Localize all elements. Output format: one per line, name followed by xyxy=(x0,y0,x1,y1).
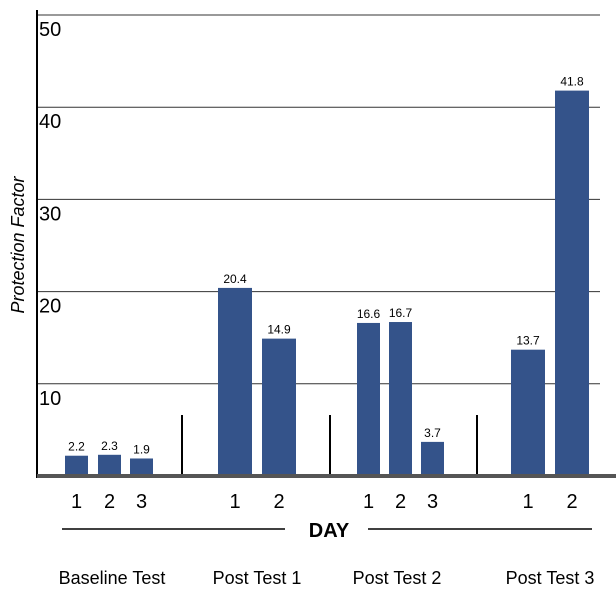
bar-3-3 xyxy=(421,441,444,476)
day-tick-label: 1 xyxy=(363,491,374,513)
data-label: 2.2 xyxy=(68,440,85,454)
y-tick-label: 40 xyxy=(39,111,61,133)
gridlines xyxy=(37,14,600,385)
x-axis-label: DAY xyxy=(309,520,350,542)
day-tick-label: 1 xyxy=(229,491,240,513)
group-separators xyxy=(181,415,478,474)
y-tick-label: 50 xyxy=(39,19,61,41)
day-tick-label: 1 xyxy=(71,491,82,513)
group-label: Post Test 3 xyxy=(506,568,595,588)
data-label: 1.9 xyxy=(133,442,150,456)
y-axis-label: Protection Factor xyxy=(8,175,28,313)
bar-1-3 xyxy=(130,458,153,476)
group-label: Baseline Test xyxy=(59,568,166,588)
y-tick-label: 30 xyxy=(39,203,61,225)
group-labels: Baseline Test Post Test 1 Post Test 2 Post … xyxy=(59,568,595,588)
data-label: 16.7 xyxy=(389,306,413,320)
bar-4-1 xyxy=(511,349,545,476)
day-tick-label: 2 xyxy=(104,491,115,513)
bar-3-1 xyxy=(357,322,380,476)
bar-1-2 xyxy=(98,454,121,476)
day-tick-label: 2 xyxy=(273,491,284,513)
data-label: 2.3 xyxy=(101,439,118,453)
day-tick-label: 3 xyxy=(136,491,147,513)
data-labels: 2.2 2.3 1.9 20.4 14.9 16.6 16.7 3.7 13.7 41.8 xyxy=(68,75,584,457)
data-label: 14.9 xyxy=(267,323,291,337)
y-tick-labels: 10 20 30 40 50 xyxy=(39,19,61,410)
day-tick-label: 2 xyxy=(395,491,406,513)
day-tick-label: 1 xyxy=(522,491,533,513)
data-label: 41.8 xyxy=(560,75,584,89)
bar-2-1 xyxy=(218,287,252,476)
day-tick-label: 3 xyxy=(427,491,438,513)
group-label: Post Test 1 xyxy=(213,568,302,588)
y-tick-label: 20 xyxy=(39,296,61,318)
bar-2-2 xyxy=(262,338,296,476)
bar-1-1 xyxy=(65,455,88,476)
bar-4-2 xyxy=(555,90,589,476)
day-tick-label: 2 xyxy=(566,491,577,513)
bar-3-2 xyxy=(389,322,412,476)
bars xyxy=(65,90,589,476)
data-label: 20.4 xyxy=(223,272,247,286)
group-label: Post Test 2 xyxy=(353,568,442,588)
data-label: 13.7 xyxy=(516,334,540,348)
data-label: 16.6 xyxy=(357,307,381,321)
data-label: 3.7 xyxy=(424,426,441,440)
y-tick-label: 10 xyxy=(39,388,61,410)
